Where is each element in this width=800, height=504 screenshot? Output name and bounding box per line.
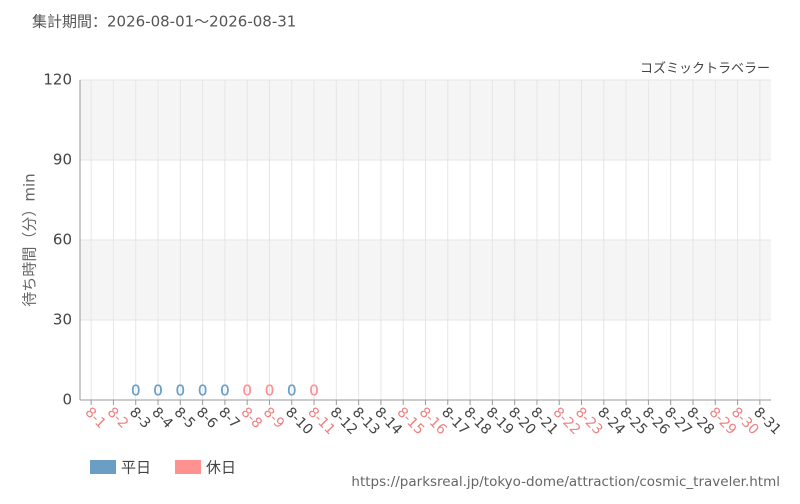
data-label: 0 <box>220 382 230 400</box>
data-label: 0 <box>153 382 163 400</box>
data-label: 0 <box>242 382 252 400</box>
data-label: 0 <box>309 382 319 400</box>
data-label: 0 <box>131 382 141 400</box>
x-tick-label: 8-2 <box>104 404 131 431</box>
y-tick-label: 60 <box>53 231 72 249</box>
x-tick-label: 8-5 <box>171 404 198 431</box>
legend-swatch <box>90 460 116 474</box>
data-label: 0 <box>198 382 208 400</box>
legend-label: 平日 <box>121 459 151 477</box>
data-label: 0 <box>287 382 297 400</box>
x-tick-label: 8-4 <box>148 404 176 432</box>
data-label: 0 <box>265 382 275 400</box>
chart-title: 集計期間：2026-08-01～2026-08-31 <box>32 13 296 31</box>
chart-subtitle: コズミックトラベラー <box>640 61 770 77</box>
legend-label: 休日 <box>206 459 236 477</box>
x-tick-label: 8-7 <box>215 404 242 431</box>
source-url: https://parksreal.jp/tokyo-dome/attracti… <box>351 474 780 490</box>
data-label: 0 <box>176 382 186 400</box>
x-tick-label: 8-3 <box>126 404 153 431</box>
y-tick-label: 0 <box>62 391 72 409</box>
y-axis-label: 待ち時間（分）min <box>21 173 39 306</box>
legend-swatch <box>175 460 201 474</box>
y-tick-label: 120 <box>43 71 72 89</box>
x-tick-label: 8-6 <box>193 404 221 432</box>
y-tick-label: 30 <box>53 311 72 329</box>
x-tick-label: 8-1 <box>81 404 108 431</box>
x-tick-label: 8-9 <box>260 404 287 431</box>
x-tick-label: 8-8 <box>238 404 265 431</box>
y-tick-label: 90 <box>53 151 72 169</box>
